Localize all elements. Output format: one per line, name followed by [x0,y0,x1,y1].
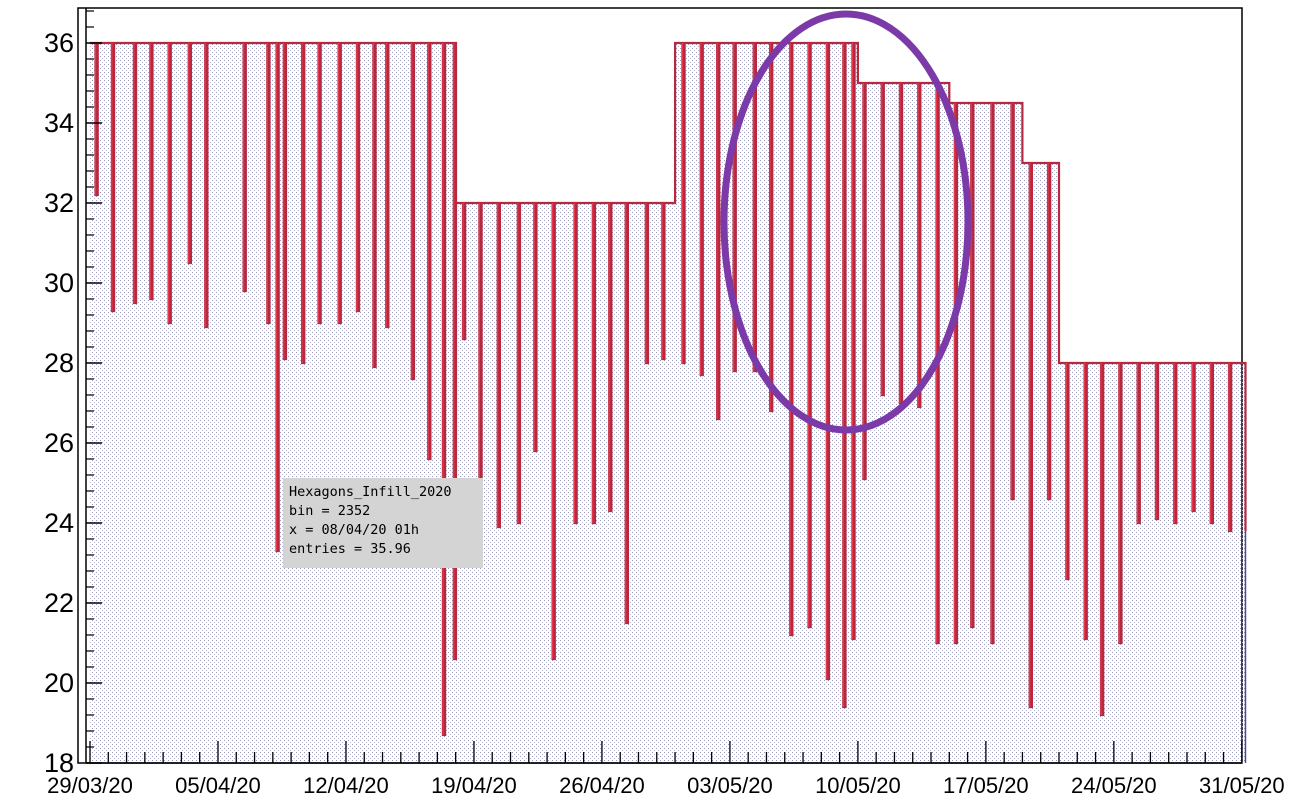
tooltip-x: x = 08/04/20 01h [289,522,420,538]
x-tick-label: 26/04/20 [559,773,645,798]
y-tick-label: 18 [44,748,74,778]
y-tick-label: 22 [44,588,74,618]
x-tick-label: 05/04/20 [175,773,261,798]
y-tick-label: 28 [44,348,74,378]
bin-info-tooltip: Hexagons_Infill_2020 bin = 2352 x = 08/0… [283,478,483,568]
x-axis: 29/03/20 05/04/20 12/04/20 19/04/20 26/04/20… [47,741,1285,798]
x-tick-label: 12/04/20 [303,773,389,798]
series-line-group [90,41,1247,763]
y-tick-label: 32 [44,188,74,218]
tooltip-bin: bin = 2352 [289,503,371,519]
x-tick-label: 19/04/20 [431,773,517,798]
y-tick-label: 36 [44,28,74,58]
x-tick-label: 31/05/20 [1199,773,1285,798]
x-tick-label: 10/05/20 [815,773,901,798]
y-tick-label: 26 [44,428,74,458]
x-tick-label: 29/03/20 [47,773,133,798]
y-tick-label: 20 [44,668,74,698]
tooltip-histogram-name: Hexagons_Infill_2020 [289,484,452,500]
tooltip-entries: entries = 35.96 [289,541,411,557]
y-tick-label: 34 [44,108,74,138]
x-tick-label: 24/05/20 [1071,773,1157,798]
series-fill [90,43,1246,763]
y-tick-label: 30 [44,268,74,298]
y-tick-label: 24 [44,508,74,538]
x-tick-label: 17/05/20 [943,773,1029,798]
filled-area [90,43,1246,763]
highlight-ellipse [720,10,972,434]
x-tick-label: 03/05/20 [687,773,773,798]
